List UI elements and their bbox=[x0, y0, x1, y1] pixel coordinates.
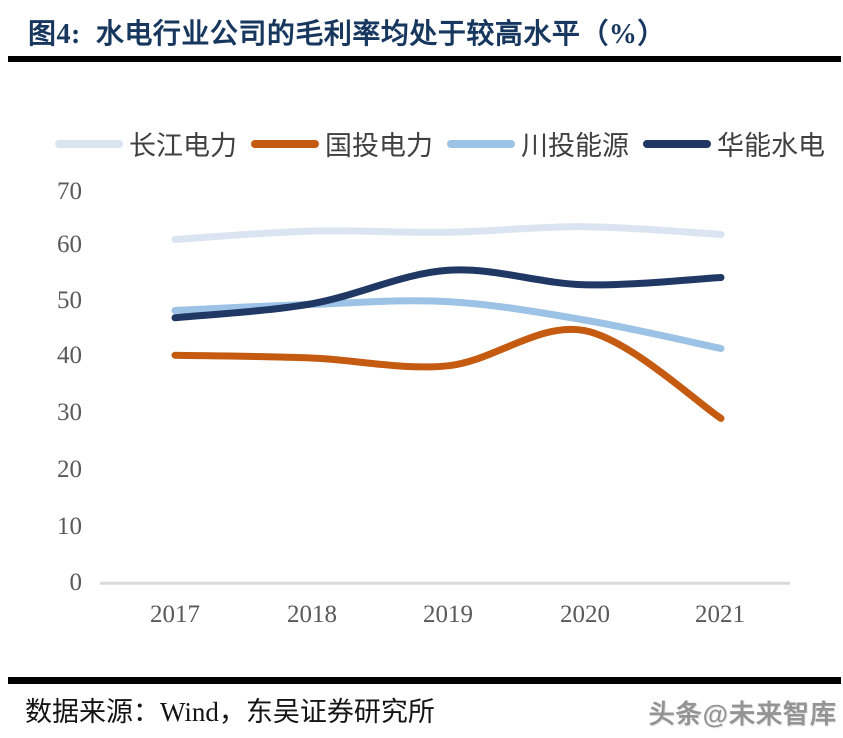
x-axis-tick-label: 2020 bbox=[560, 601, 610, 628]
x-axis-tick-label: 2019 bbox=[423, 601, 473, 628]
watermark-label: 头条@未来智库 bbox=[648, 699, 837, 729]
y-axis-tick-label: 50 bbox=[57, 287, 82, 314]
y-axis-tick-label: 0 bbox=[69, 569, 83, 596]
x-axis-tick-label: 2017 bbox=[150, 601, 200, 628]
series-line-1 bbox=[171, 325, 725, 422]
legend-item-3: 华能水电 bbox=[643, 124, 839, 163]
chart-legend: 长江电力 国投电力 川投能源 华能水电 bbox=[55, 124, 825, 163]
legend-item-1: 国投电力 bbox=[251, 124, 447, 163]
y-axis-tick-label: 20 bbox=[57, 456, 82, 483]
title-divider bbox=[8, 56, 841, 62]
series-lines bbox=[171, 223, 725, 422]
legend-item-2: 川投能源 bbox=[447, 124, 643, 163]
y-axis-tick-label: 70 bbox=[57, 178, 82, 205]
legend-swatch-0 bbox=[55, 139, 123, 148]
page-title: 图4: 水电行业公司的毛利率均处于较高水平（%） bbox=[28, 19, 666, 50]
x-axis-tick-label: 2018 bbox=[287, 601, 337, 628]
legend-label-0: 长江电力 bbox=[129, 131, 237, 161]
legend-label-1: 国投电力 bbox=[325, 131, 433, 161]
x-axis-tick-label: 2021 bbox=[695, 601, 745, 628]
series-line-3 bbox=[171, 266, 725, 322]
y-axis-tick-label: 10 bbox=[57, 513, 82, 540]
y-axis-tick-label: 30 bbox=[57, 399, 82, 426]
data-source-note: 数据来源：Wind，东吴证券研究所 bbox=[25, 697, 435, 727]
series-line-2 bbox=[171, 297, 725, 352]
y-axis-tick-label: 40 bbox=[57, 342, 82, 369]
legend-swatch-2 bbox=[447, 139, 515, 148]
legend-swatch-3 bbox=[643, 139, 711, 148]
line-chart bbox=[100, 223, 790, 585]
legend-item-0: 长江电力 bbox=[55, 124, 251, 163]
legend-swatch-1 bbox=[251, 139, 319, 148]
y-axis-tick-label: 60 bbox=[57, 231, 82, 258]
footer-divider bbox=[8, 677, 841, 684]
series-line-0 bbox=[171, 223, 725, 244]
legend-label-2: 川投能源 bbox=[521, 131, 629, 161]
legend-label-3: 华能水电 bbox=[717, 131, 825, 161]
